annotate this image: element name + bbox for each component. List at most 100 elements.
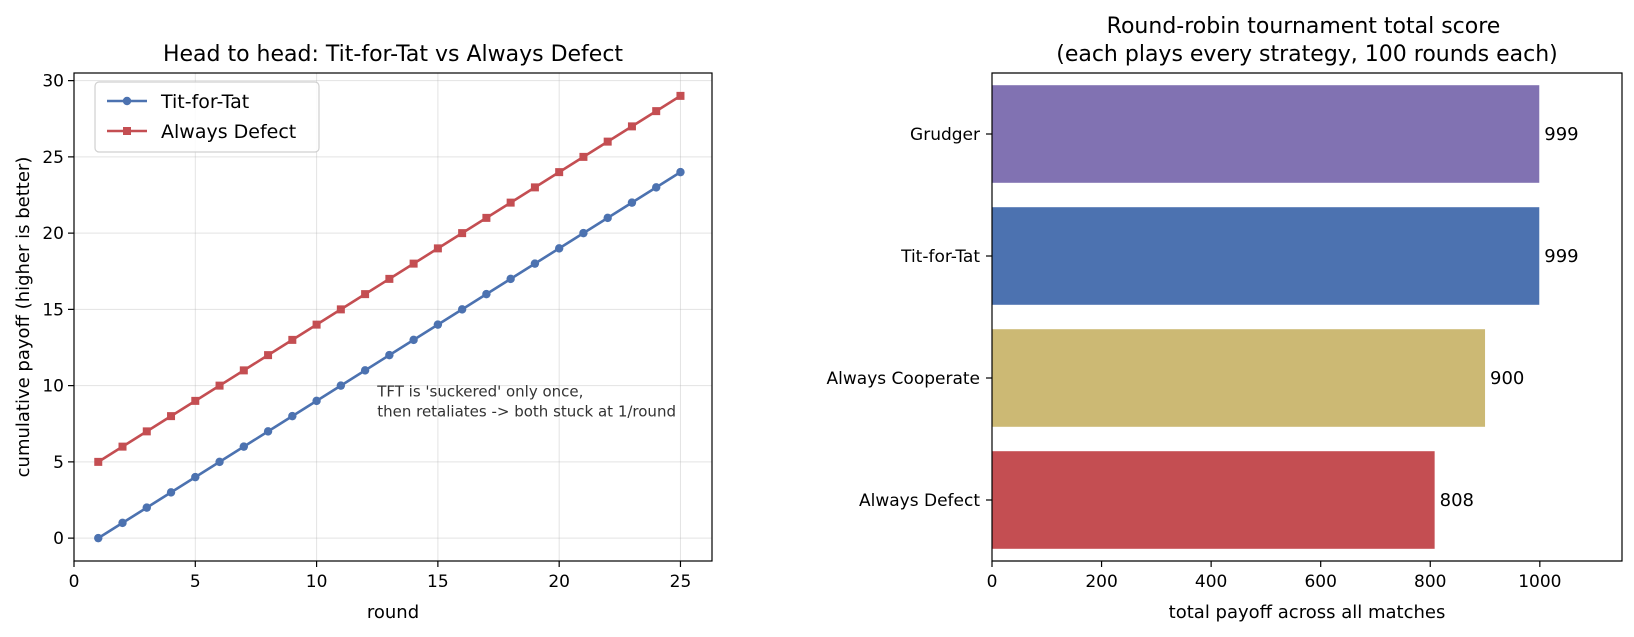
data-point (409, 335, 418, 345)
data-point (676, 167, 685, 177)
data-point (579, 228, 588, 238)
data-point (336, 381, 346, 390)
data-point (554, 244, 564, 253)
left-series-lines (97, 94, 682, 540)
data-point (433, 320, 443, 329)
legend-swatch-marker (123, 127, 131, 135)
x-tick-label: 0 (69, 572, 80, 592)
data-point (530, 183, 539, 192)
data-point (458, 229, 467, 238)
data-point (676, 91, 685, 100)
left-annotation: TFT is 'suckered' only once, then retali… (376, 382, 676, 420)
data-point (603, 137, 612, 146)
data-point (627, 122, 636, 131)
left-series-markers (94, 91, 685, 543)
right-x-axis-label: total payoff across all matches (1169, 602, 1446, 623)
x-tick-label: 25 (670, 572, 692, 592)
data-point (627, 198, 637, 207)
data-point (652, 107, 661, 116)
left-y-ticks: 0 5 10 15 20 25 30 (42, 72, 74, 549)
data-point (555, 168, 564, 177)
left-chart-title: Head to head: Tit-for-Tat vs Always Defe… (163, 42, 623, 67)
bar (992, 329, 1486, 427)
left-legend: Tit-for-Tat Always Defect (94, 81, 320, 153)
y-tick-label: 20 (42, 224, 64, 244)
legend-swatch-marker (122, 96, 132, 106)
data-point (603, 213, 612, 223)
y-tick-label: 25 (42, 148, 64, 168)
data-point (215, 457, 224, 467)
bar-chart-tournament: Round-robin tournament total score (each… (827, 14, 1623, 623)
x-tick-label: 20 (548, 572, 570, 592)
data-point (457, 305, 467, 314)
data-point (288, 335, 297, 344)
data-point (506, 198, 515, 207)
data-point (263, 427, 273, 436)
data-point (215, 381, 224, 390)
legend-label: Tit-for-Tat (160, 91, 249, 113)
bar-value-label: 808 (1440, 490, 1474, 511)
data-point (239, 442, 249, 451)
left-plot-frame (73, 72, 713, 562)
x-tick-label: 600 (1304, 572, 1336, 592)
data-point (94, 457, 103, 466)
x-tick-label: 1000 (1518, 572, 1561, 592)
legend-box (94, 81, 320, 153)
data-point (482, 289, 491, 299)
data-point (191, 396, 200, 405)
bar (992, 207, 1540, 305)
y-tick-label: 10 (42, 377, 64, 397)
right-bar-value-labels: 999 999 900 808 (1440, 124, 1579, 511)
x-tick-label: 5 (190, 572, 201, 592)
data-point (361, 290, 370, 299)
right-chart-title: Round-robin tournament total score (each… (1056, 14, 1558, 67)
y-tick-label: Grudger (910, 125, 980, 145)
bar-value-label: 999 (1544, 246, 1578, 267)
data-point (482, 213, 491, 222)
data-point (239, 366, 248, 375)
x-tick-label: 0 (987, 572, 998, 592)
data-point (336, 305, 345, 314)
data-point (288, 411, 297, 421)
data-point (312, 320, 321, 329)
data-point (118, 518, 127, 528)
data-point (166, 488, 176, 497)
bar (992, 451, 1435, 549)
x-tick-label: 200 (1085, 572, 1117, 592)
right-plot-frame (991, 72, 1623, 562)
data-point (167, 412, 176, 421)
data-point (433, 244, 442, 253)
legend-label: Always Defect (161, 121, 296, 143)
y-tick-label: 0 (53, 529, 64, 549)
right-title-line-2: (each plays every strategy, 100 rounds e… (1056, 42, 1558, 67)
bar-value-label: 999 (1544, 124, 1578, 145)
data-point (385, 274, 394, 283)
bar (992, 85, 1540, 183)
data-point (264, 351, 273, 360)
data-point (118, 442, 127, 451)
left-y-axis-label: cumulative payoff (higher is better) (13, 157, 34, 478)
left-x-ticks: 0 5 10 15 20 25 (69, 561, 692, 592)
y-tick-label: Always Cooperate (827, 369, 980, 389)
data-point (312, 396, 321, 406)
x-tick-label: 15 (427, 572, 449, 592)
data-point (360, 366, 370, 375)
right-y-ticks: Grudger Tit-for-Tat Always Cooperate Always… (827, 125, 992, 511)
x-tick-label: 800 (1414, 572, 1446, 592)
right-x-ticks: 0 200 400 600 800 1000 (987, 561, 1561, 592)
data-point (530, 259, 540, 268)
data-point (385, 350, 394, 360)
right-title-line-1: Round-robin tournament total score (1107, 14, 1501, 39)
line-chart-head-to-head: Head to head: Tit-for-Tat vs Always Defe… (13, 42, 713, 623)
y-tick-label: 15 (42, 300, 64, 320)
y-tick-label: Tit-for-Tat (900, 247, 980, 267)
annotation-line-2: then retaliates -> both stuck at 1/round (377, 402, 676, 420)
data-point (142, 427, 151, 436)
data-point (142, 503, 151, 512)
left-gridlines (73, 73, 712, 561)
left-x-axis-label: round (367, 602, 419, 623)
annotation-line-1: TFT is 'suckered' only once, (376, 382, 583, 400)
y-tick-label: 30 (42, 72, 64, 92)
right-bars (992, 85, 1540, 549)
